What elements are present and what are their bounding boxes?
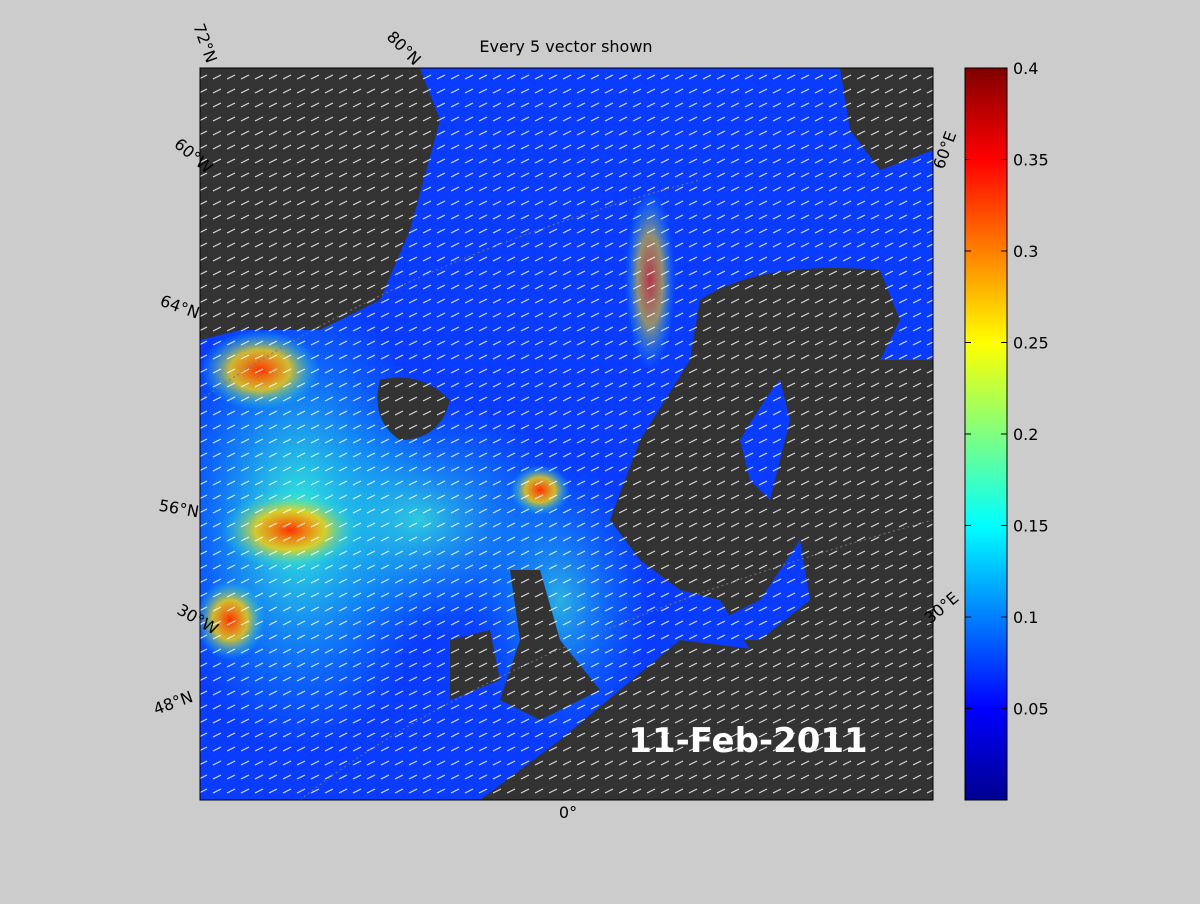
graticule-label: 48°N — [151, 687, 195, 719]
colorbar-tick-label: 0.4 — [1013, 59, 1038, 78]
colorbar-tick-label: 0.3 — [1013, 242, 1038, 261]
graticule-label: 80°N — [383, 27, 425, 69]
colorbar-tick-label: 0.05 — [1013, 700, 1049, 719]
colorbar — [964, 67, 1008, 801]
colorbar-tick-label: 0.25 — [1013, 334, 1049, 353]
map-frame — [199, 67, 934, 801]
graticule-label: 64°N — [158, 291, 202, 323]
date-label: 11-Feb-2011 — [628, 721, 867, 761]
graticule-label: 56°N — [157, 496, 200, 522]
colorbar-tick-label: 0.35 — [1013, 151, 1049, 170]
map-title: Every 5 vector shown — [479, 37, 652, 56]
map — [200, 68, 933, 800]
graticule-label: 0° — [559, 803, 577, 822]
colorbar-tick-label: 0.1 — [1013, 608, 1038, 627]
graticule-label: 72°N — [189, 21, 221, 65]
colorbar-tick-label: 0.15 — [1013, 517, 1049, 536]
graticule-label: 60°E — [929, 129, 960, 172]
colorbar-tick-label: 0.2 — [1013, 425, 1038, 444]
